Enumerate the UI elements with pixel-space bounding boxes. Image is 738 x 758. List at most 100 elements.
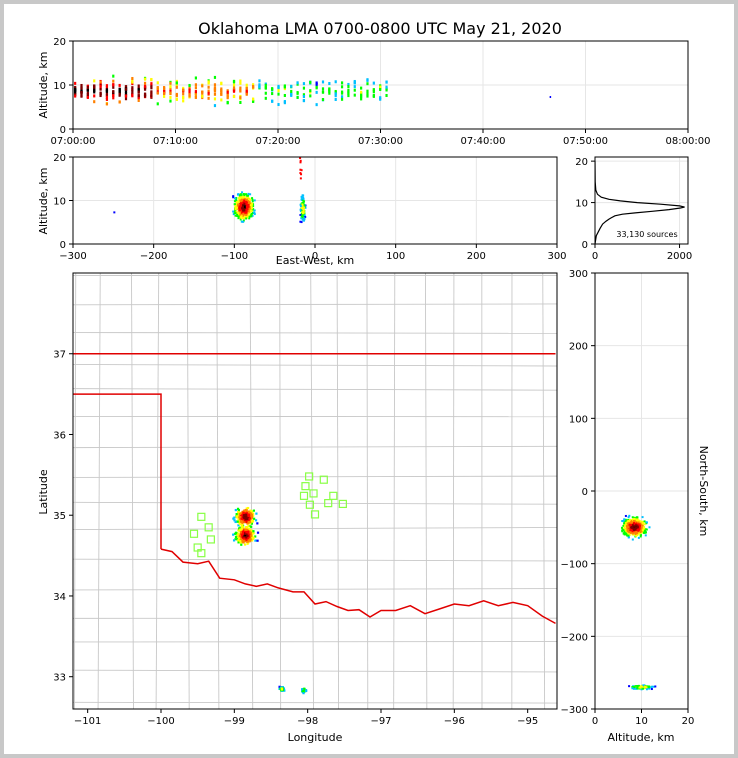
source-bin [207, 96, 210, 100]
source-bin [112, 85, 115, 89]
station-marker [329, 491, 338, 500]
source-bin [249, 509, 252, 512]
source-bin [237, 204, 240, 207]
source-bin [240, 538, 244, 542]
plan-view-axes-frame [72, 272, 558, 710]
source-bin [334, 92, 337, 96]
source-bin [353, 85, 356, 89]
x-tick-label: 0 [592, 716, 598, 727]
source-bin [626, 522, 629, 525]
source-bin [105, 97, 109, 101]
source-bin [303, 214, 306, 217]
source-bin [241, 532, 244, 536]
source-bin [301, 203, 304, 206]
source-bin [639, 524, 642, 527]
source-bin [245, 198, 248, 201]
source-bin [247, 215, 250, 218]
source-bin [247, 210, 250, 213]
source-bin [220, 87, 223, 91]
source-bin [112, 96, 115, 100]
source-bin [239, 540, 242, 543]
county-line [542, 273, 546, 709]
source-bin [99, 80, 102, 84]
source-bin [143, 77, 147, 81]
source-bin [247, 524, 250, 527]
source-bin [131, 76, 134, 80]
source-bin [309, 94, 312, 98]
source-bin [249, 203, 252, 206]
source-bin [118, 91, 121, 95]
source-bin [637, 684, 640, 687]
source-bin [232, 83, 236, 87]
y-tick-label: 10 [53, 197, 66, 208]
source-bin [242, 220, 245, 223]
source-bin [74, 85, 77, 89]
source-bin [264, 96, 267, 100]
source-bin [302, 687, 306, 690]
source-bin [239, 96, 242, 100]
source-bin [301, 206, 304, 209]
source-bin [188, 83, 191, 87]
source-bin [213, 89, 217, 93]
source-bin [242, 541, 245, 544]
x-tick-label: 0 [592, 251, 598, 262]
source-bin [237, 193, 240, 196]
source-bin [302, 219, 305, 222]
source-bin [124, 94, 128, 98]
source-bin [283, 93, 286, 97]
source-bin [639, 534, 642, 537]
source-bin [299, 205, 302, 208]
county-line [73, 588, 557, 591]
source-bin [290, 84, 293, 88]
source-bin [105, 92, 109, 96]
source-bin [643, 526, 646, 529]
county-line [73, 501, 557, 505]
source-bin [340, 97, 344, 101]
source-bin [631, 521, 634, 524]
source-bin [634, 527, 637, 530]
source-bin [248, 532, 251, 535]
source-bin [251, 536, 254, 539]
y-tick-label: −100 [561, 560, 588, 571]
source-bin [635, 687, 638, 690]
source-bin [628, 514, 631, 517]
source-bin [633, 524, 636, 527]
source-bin [334, 97, 337, 101]
source-bin [264, 91, 267, 95]
source-bin [246, 535, 250, 539]
source-bin [302, 201, 305, 204]
plan-view-panel: −101 −100 −99 −98 −97 −96 −95 33 34 35 36 37 Longit… [37, 272, 558, 744]
source-bin [244, 201, 247, 204]
county-line [73, 475, 557, 478]
source-bin [628, 531, 631, 534]
source-bin [650, 688, 653, 691]
source-bin [226, 101, 229, 105]
source-bin [271, 87, 274, 91]
source-bin [300, 221, 303, 224]
source-bin [302, 95, 306, 99]
county-line [155, 273, 160, 709]
source-bin [237, 537, 241, 540]
source-bin [237, 517, 240, 520]
source-bin [623, 525, 626, 528]
source-bin [240, 220, 243, 223]
x-tick-label: 100 [386, 251, 405, 262]
source-bin [239, 215, 242, 218]
source-bin [137, 90, 140, 94]
time-height-ticks: 07:00:00 07:10:00 07:20:00 07:30:00 07:40:00… [51, 37, 711, 147]
source-bin [118, 100, 121, 104]
source-bin [245, 528, 249, 532]
source-bin [248, 215, 251, 218]
source-bin [385, 80, 388, 84]
source-bin [631, 530, 634, 533]
source-bin [74, 90, 77, 94]
source-bin [250, 214, 253, 217]
source-bin [303, 217, 306, 220]
source-bin [234, 531, 238, 534]
source-bin [243, 521, 246, 524]
source-bin [250, 510, 254, 513]
source-bin [137, 94, 140, 98]
source-bin [299, 208, 302, 211]
station-marker [305, 500, 314, 509]
source-bin [248, 217, 251, 220]
